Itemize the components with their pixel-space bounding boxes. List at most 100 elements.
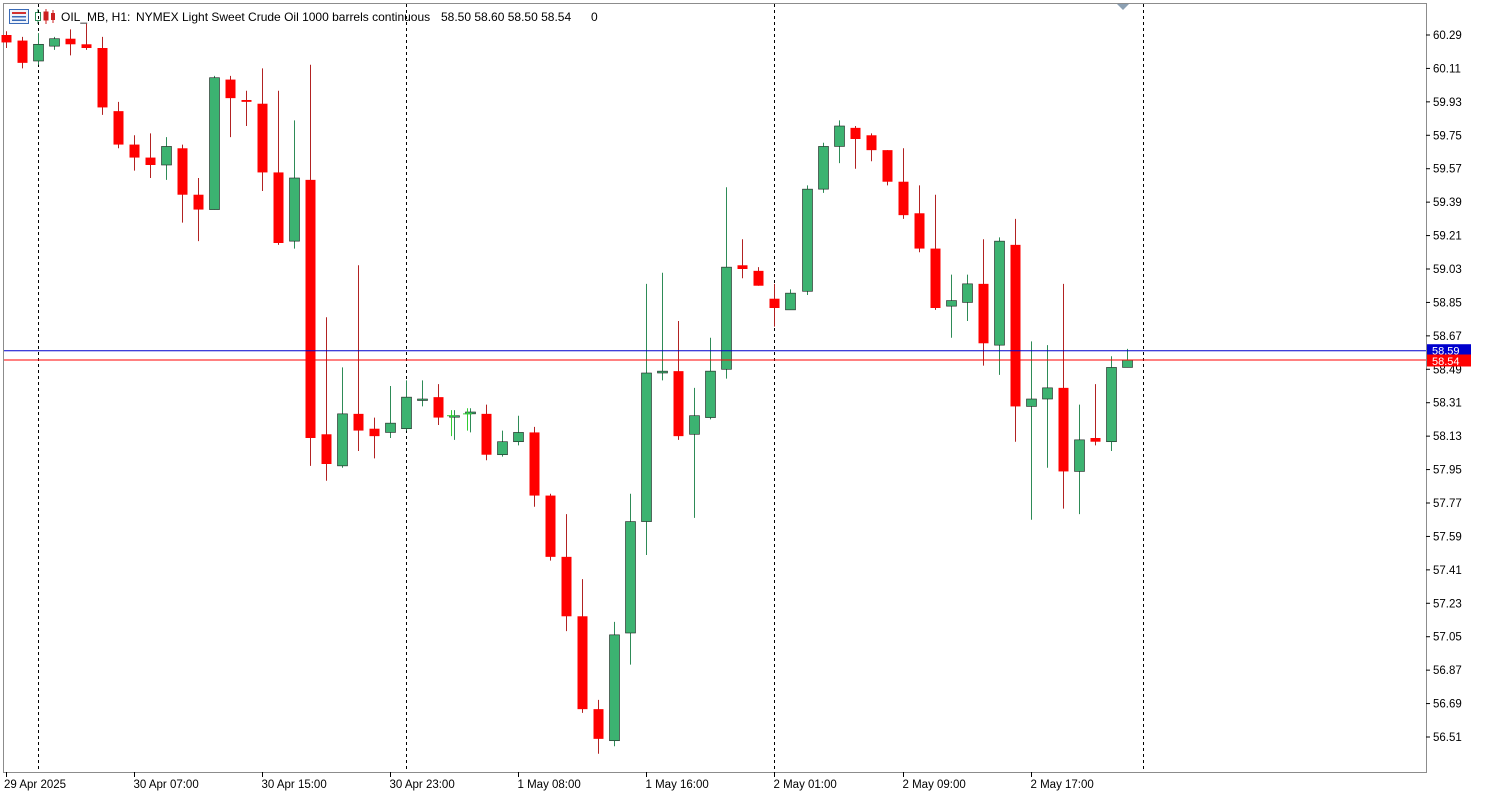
candle-body: [946, 300, 957, 307]
candle-body: [834, 125, 845, 147]
header-description: NYMEX Light Sweet Crude Oil 1000 barrels…: [136, 10, 430, 24]
candle-body: [545, 495, 556, 557]
candle-body: [177, 148, 188, 195]
candle-body: [417, 398, 428, 401]
y-tick-label: 56.69: [1433, 699, 1462, 711]
y-tick-label: 58.13: [1433, 431, 1462, 443]
candle-body: [1122, 359, 1133, 368]
x-tick-label: 2 May 09:00: [903, 779, 966, 791]
candle-body: [898, 181, 909, 216]
candle-body: [113, 111, 124, 145]
y-tick-label: 59.03: [1433, 264, 1462, 276]
candle-body: [802, 188, 813, 292]
forming-marks: [447, 408, 472, 437]
candle-body: [1010, 244, 1021, 407]
candle-body: [914, 213, 925, 249]
price-lines: [4, 350, 1426, 361]
y-tick-label: 60.11: [1433, 63, 1461, 75]
candle-body: [81, 44, 92, 48]
y-tick-label: 58.67: [1433, 331, 1462, 343]
candle-body: [49, 38, 60, 47]
candle-body: [385, 422, 396, 433]
candle-body: [353, 413, 364, 431]
candle-body: [209, 77, 220, 210]
candle-body: [593, 709, 604, 739]
header-symbol: OIL_MB, H1:: [61, 10, 130, 24]
y-tick-label: 57.77: [1433, 498, 1462, 510]
y-tick-label: 56.87: [1433, 665, 1462, 677]
header-extra: 0: [591, 10, 598, 24]
chart-header: OIL_MB, H1: NYMEX Light Sweet Crude Oil …: [9, 9, 598, 24]
price-axis[interactable]: 60.29 60.11 59.93 59.75 59.57 59.39 59.21 59.03…: [1426, 30, 1471, 744]
chart-shift-marker[interactable]: [1117, 4, 1129, 10]
candle-body: [65, 38, 76, 45]
candle-body: [930, 248, 941, 308]
candle-body: [1058, 387, 1069, 472]
y-tick-label: 59.39: [1433, 197, 1462, 209]
candle-body: [161, 146, 172, 166]
candle-body: [753, 270, 764, 286]
candle-body: [641, 372, 652, 522]
y-tick-label: 59.75: [1433, 130, 1462, 142]
window-menu-icon[interactable]: [9, 9, 29, 24]
x-tick-label: 1 May 16:00: [646, 779, 709, 791]
candle-body: [994, 240, 1005, 346]
day-separators: [38, 4, 1144, 772]
candle-body: [882, 150, 893, 182]
candle-body: [721, 266, 732, 370]
x-tick-label: 30 Apr 07:00: [134, 779, 199, 791]
candle-body: [962, 283, 973, 303]
candle-body: [850, 127, 861, 139]
bid-price-label-bg: [1427, 354, 1471, 367]
candle-body: [657, 370, 668, 374]
x-tick-label: 2 May 17:00: [1031, 779, 1094, 791]
candle-body: [241, 100, 252, 102]
plot-frame: [3, 3, 1427, 773]
y-tick-label: 58.85: [1433, 297, 1462, 309]
x-tick-label: 29 Apr 2025: [4, 779, 66, 791]
header-ohlc: 58.50 58.60 58.50 58.54: [441, 10, 571, 24]
candle-body: [689, 415, 700, 435]
candle-body: [529, 432, 540, 496]
candle-body: [337, 413, 348, 467]
candle-body: [33, 43, 44, 62]
y-tick-label: 60.29: [1433, 30, 1462, 42]
ask-price-label-bg: [1427, 344, 1471, 357]
candle-body: [17, 40, 28, 63]
candle-body: [609, 634, 620, 742]
y-tick-label: 59.21: [1433, 231, 1462, 243]
y-tick-label: 57.95: [1433, 465, 1462, 477]
candle-body: [225, 79, 236, 99]
candle-body: [129, 144, 140, 158]
candle-body: [577, 616, 588, 710]
candle-body: [401, 396, 412, 430]
candle-body: [625, 521, 636, 634]
y-tick-label: 58.31: [1433, 398, 1462, 410]
candle-body: [1090, 438, 1101, 442]
candle-body: [818, 146, 829, 190]
y-tick-label: 57.41: [1433, 565, 1462, 577]
y-tick-label: 57.59: [1433, 531, 1462, 543]
candle-body: [1026, 398, 1037, 407]
candle-body: [705, 370, 716, 418]
y-tick-label: 57.05: [1433, 632, 1462, 644]
candle-body: [737, 265, 748, 269]
candle-body: [1, 35, 12, 43]
bid-price-label: 58.54: [1432, 356, 1460, 368]
candle-body: [513, 432, 524, 443]
candle-body: [257, 103, 268, 173]
candle-body: [866, 135, 877, 151]
candle-body: [369, 428, 380, 437]
y-tick-label: 59.57: [1433, 164, 1462, 176]
candle-body: [497, 441, 508, 456]
candle-body: [561, 556, 572, 617]
time-axis[interactable]: 29 Apr 2025 30 Apr 07:00 30 Apr 15:00 30 Ap…: [4, 772, 1094, 791]
candle-body: [289, 177, 300, 242]
x-tick-label: 2 May 01:00: [774, 779, 837, 791]
candle-body: [785, 292, 796, 311]
candle-body: [1042, 387, 1053, 400]
x-tick-label: 1 May 08:00: [518, 779, 581, 791]
candle-body: [273, 172, 284, 243]
candle-body: [769, 298, 780, 308]
